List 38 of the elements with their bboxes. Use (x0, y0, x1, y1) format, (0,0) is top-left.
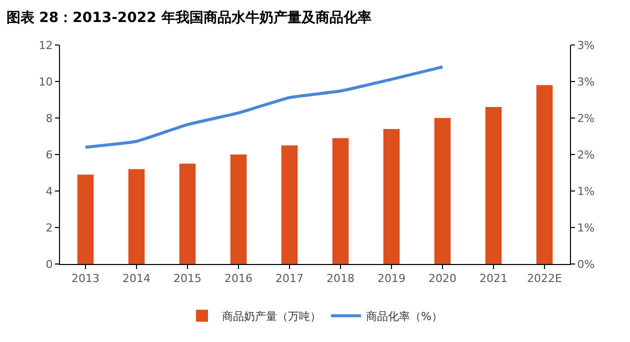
y2-tick-label: 1% (577, 184, 595, 198)
x-tick-label: 2019 (378, 272, 406, 286)
x-tick-label: 2014 (122, 272, 150, 286)
y2-tick-label: 2% (577, 112, 595, 125)
bar (281, 145, 298, 264)
y-tick-label: 12 (38, 38, 53, 52)
chart-title: 图表 28：2013-2022 年我国商品水牛奶产量及商品化率 (6, 8, 372, 26)
line-series (84, 65, 444, 149)
y-tick-label: 8 (46, 112, 53, 125)
x-tick-label: 2015 (174, 272, 202, 286)
bar (77, 174, 94, 264)
legend-label: 商品化率（%） (366, 310, 442, 324)
y2-tick-label: 0% (577, 258, 595, 271)
x-tick-label: 2017 (276, 272, 304, 286)
bar (332, 138, 349, 264)
bar (536, 85, 553, 264)
bar (383, 128, 400, 264)
y-tick-label: 10 (38, 75, 53, 88)
x-tick-label: 2020 (428, 272, 456, 286)
y2-tick-label: 1% (577, 221, 595, 234)
legend-label: 商品奶产量（万吨） (222, 310, 321, 324)
bar (434, 118, 451, 264)
y-tick-label: 2 (46, 221, 53, 234)
x-tick-label: 2016 (224, 272, 252, 286)
y-tick-label: 4 (46, 184, 53, 198)
x-tick-label: 2018 (326, 272, 354, 286)
bar (179, 164, 196, 264)
y-tick-label: 0 (46, 258, 53, 271)
x-tick-label: 2021 (480, 272, 508, 286)
bar (230, 154, 247, 264)
x-tick-label: 2013 (72, 272, 100, 286)
y2-tick-label: 3% (577, 75, 595, 88)
bar (485, 107, 502, 264)
y2-tick-label: 3% (577, 38, 595, 52)
y2-tick-label: 2% (577, 148, 595, 162)
bar (128, 169, 145, 264)
y-tick-label: 6 (46, 148, 53, 162)
x-tick-label: 2022E (527, 272, 562, 286)
